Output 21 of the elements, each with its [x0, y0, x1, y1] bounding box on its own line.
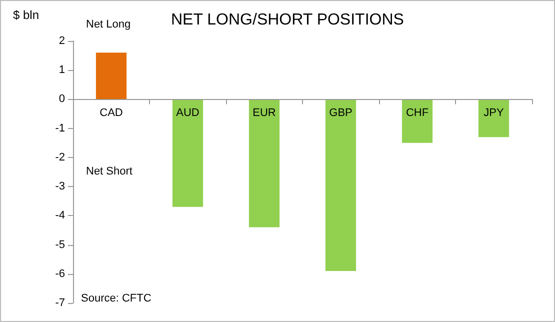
x-tick-label: JPY — [484, 107, 504, 120]
y-tick-label: 1 — [58, 64, 65, 76]
annotation: Source: CFTC — [81, 292, 152, 304]
text: Net Long — [86, 18, 131, 30]
annotation: Net Short — [86, 166, 132, 178]
y-axis-title: $ bln — [13, 8, 40, 22]
y-tick-label: -5 — [55, 238, 65, 251]
y-tick-label: 0 — [58, 93, 65, 106]
y-tick-label: -1 — [55, 122, 65, 134]
x-tick-label: CAD — [100, 107, 123, 120]
x-tick-label: GBP — [329, 107, 352, 120]
y-tick-label: -6 — [55, 268, 65, 280]
y-tick-label: -4 — [55, 210, 65, 222]
y-tick-label: -2 — [55, 151, 65, 164]
y-tick-label: 2 — [58, 35, 65, 47]
x-tick-label: CHF — [406, 107, 429, 120]
x-tick-label: EUR — [252, 107, 276, 120]
chart-title: NET LONG/SHORT POSITIONS — [171, 12, 404, 28]
x-tick-label: AUD — [176, 107, 200, 120]
y-tick-label: -3 — [55, 180, 65, 193]
y-tick-label: -7 — [55, 297, 65, 309]
